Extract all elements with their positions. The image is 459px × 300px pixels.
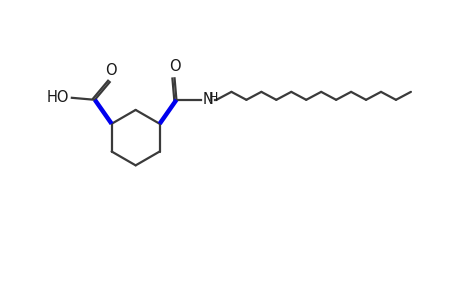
Text: HO: HO <box>46 89 68 104</box>
Text: N: N <box>202 92 213 107</box>
Text: O: O <box>169 59 181 74</box>
Text: H: H <box>208 91 218 104</box>
Text: O: O <box>105 63 116 78</box>
